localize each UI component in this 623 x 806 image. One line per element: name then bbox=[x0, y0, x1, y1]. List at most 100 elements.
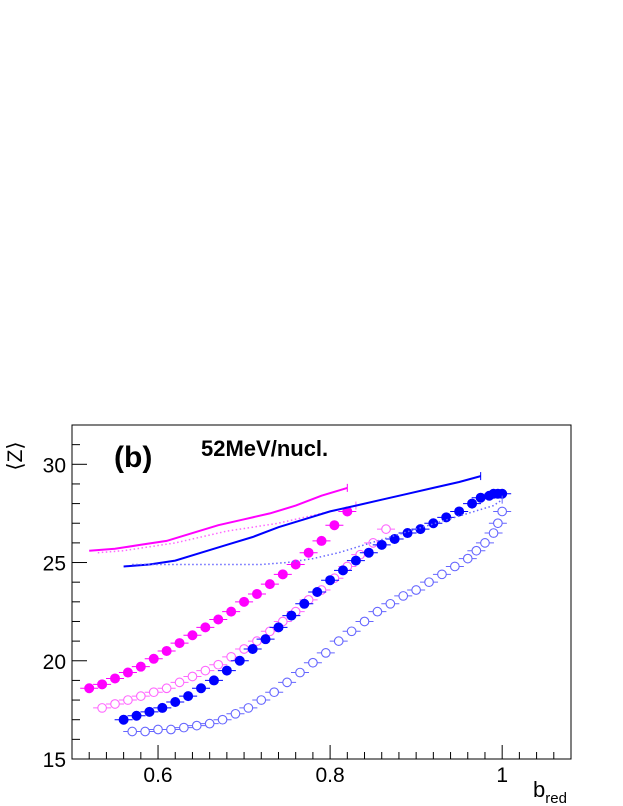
series-line bbox=[132, 499, 503, 566]
data-point bbox=[144, 706, 155, 717]
series-solid-line bbox=[123, 472, 482, 568]
data-point bbox=[131, 710, 142, 721]
data-point bbox=[260, 634, 271, 645]
data-point bbox=[97, 703, 107, 713]
data-point bbox=[252, 636, 262, 646]
data-point bbox=[437, 569, 447, 580]
data-point bbox=[217, 714, 228, 725]
data-point bbox=[286, 610, 297, 621]
data-point bbox=[312, 587, 323, 598]
data-point bbox=[493, 518, 503, 529]
data-point bbox=[381, 524, 391, 534]
panel-label: (b) bbox=[114, 441, 152, 474]
data-point bbox=[122, 667, 133, 678]
data-point bbox=[402, 528, 413, 539]
data-point bbox=[372, 606, 383, 617]
data-point bbox=[480, 538, 490, 548]
data-point bbox=[135, 691, 146, 701]
data-point bbox=[488, 528, 499, 538]
data-point bbox=[123, 695, 133, 705]
x-axis-title-main: b bbox=[533, 777, 545, 802]
data-point bbox=[204, 718, 215, 729]
data-point bbox=[338, 565, 349, 576]
data-point bbox=[187, 630, 198, 641]
data-point bbox=[230, 708, 241, 719]
data-point bbox=[110, 673, 121, 684]
data-point bbox=[320, 648, 331, 658]
data-point bbox=[308, 657, 318, 668]
data-point bbox=[325, 575, 336, 586]
data-point bbox=[428, 518, 439, 529]
data-point bbox=[450, 561, 460, 572]
data-point bbox=[148, 687, 159, 698]
y-axis-title: ⟨Z⟩ bbox=[4, 441, 27, 470]
data-point bbox=[264, 579, 275, 590]
data-point bbox=[441, 512, 452, 523]
data-point bbox=[273, 622, 284, 633]
energy-annotation: 52MeV/nucl. bbox=[201, 436, 328, 461]
data-point bbox=[385, 598, 396, 609]
data-point bbox=[153, 724, 163, 735]
data-point bbox=[226, 606, 237, 617]
plot-frame bbox=[71, 424, 572, 760]
data-point bbox=[127, 726, 138, 737]
series-filled-marker bbox=[80, 506, 357, 694]
data-point bbox=[269, 687, 280, 698]
data-point bbox=[234, 655, 245, 666]
data-point bbox=[200, 665, 211, 676]
data-point bbox=[329, 520, 340, 531]
series-line bbox=[89, 486, 348, 552]
x-axis-title-sub: red bbox=[545, 790, 567, 806]
data-point bbox=[475, 492, 486, 503]
data-point bbox=[187, 671, 198, 682]
data-point bbox=[295, 667, 305, 678]
data-point bbox=[118, 714, 129, 725]
data-point bbox=[333, 636, 344, 646]
data-point bbox=[299, 598, 310, 609]
data-point bbox=[277, 569, 288, 580]
data-point bbox=[174, 638, 185, 649]
data-point bbox=[157, 702, 168, 713]
x-tick-label: 0.8 bbox=[316, 764, 345, 787]
data-point bbox=[178, 722, 189, 733]
x-tick-label: 0.6 bbox=[143, 764, 172, 787]
data-point bbox=[389, 533, 400, 544]
data-point bbox=[135, 661, 146, 672]
data-point bbox=[346, 626, 357, 637]
data-point bbox=[497, 506, 508, 517]
data-point bbox=[183, 691, 194, 702]
data-point bbox=[239, 596, 250, 607]
data-point bbox=[208, 675, 219, 686]
y-tick-label: 30 bbox=[43, 454, 66, 477]
series-filled-marker bbox=[114, 488, 512, 725]
y-tick-label: 25 bbox=[43, 553, 66, 576]
data-point bbox=[462, 553, 473, 564]
data-point bbox=[363, 547, 374, 558]
data-point bbox=[97, 679, 108, 690]
data-point bbox=[467, 498, 478, 509]
data-point bbox=[221, 665, 232, 676]
data-point bbox=[84, 683, 95, 694]
axes: 0.6 0.8 1 15 20 25 30 bbox=[43, 424, 572, 787]
data-point bbox=[166, 724, 176, 735]
data-point bbox=[424, 577, 434, 588]
series-solid-line bbox=[89, 483, 348, 552]
data-point bbox=[471, 545, 482, 556]
y-tick-label: 20 bbox=[43, 651, 66, 674]
data-point bbox=[247, 643, 258, 654]
x-axis-title: bred bbox=[533, 777, 567, 806]
data-point bbox=[398, 591, 409, 601]
data-point bbox=[411, 585, 421, 595]
data-point bbox=[191, 720, 202, 731]
data-point bbox=[359, 616, 370, 627]
data-point bbox=[256, 695, 267, 705]
data-point bbox=[226, 651, 237, 662]
x-tick-label: 1 bbox=[496, 764, 508, 787]
data-point bbox=[161, 645, 172, 656]
data-point bbox=[174, 677, 185, 688]
data-point bbox=[282, 677, 292, 688]
series-open-marker bbox=[93, 524, 396, 713]
data-point bbox=[200, 622, 211, 633]
data-point bbox=[196, 683, 207, 694]
